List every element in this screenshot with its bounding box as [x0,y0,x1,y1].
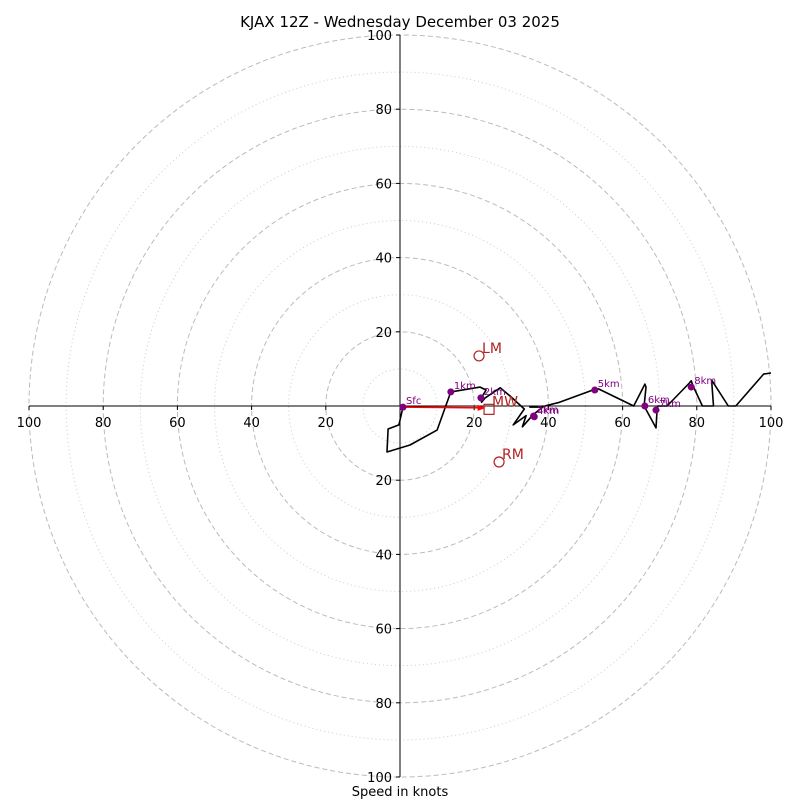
y-tick-label: 20 [375,474,392,489]
storm-label-lm: LM [482,341,502,357]
x-tick-label: 40 [243,416,260,431]
storm-motion-markers: LM RM MW [473,341,524,468]
y-tick-label: 40 [375,548,392,563]
height-marker-4km [530,413,538,421]
height-label-1km: 1km [454,381,476,392]
x-tick-label: 60 [169,416,186,431]
chart-title: KJAX 12Z - Wednesday December 03 2025 [240,13,560,31]
x-tick-label: 20 [466,416,483,431]
storm-marker-lm [473,350,485,362]
storm-label-rm: RM [502,447,524,463]
height-marker-6km [641,402,649,410]
tick-labels: 20 20 20 20 40 40 40 40 60 60 60 60 80 80 80 80 100 100 10… [17,29,784,786]
height-label-8km: 8km [694,376,716,387]
x-tick-label: 40 [540,416,557,431]
height-marker-5km [591,386,599,394]
height-label-7km: 7km [659,399,681,410]
x-tick-label: 80 [95,416,112,431]
y-tick-label: 80 [375,103,392,118]
height-marker-sfc [399,403,407,411]
x-tick-label: 80 [689,416,706,431]
height-marker-1km [447,388,455,396]
x-axis-label: Speed in knots [352,785,449,800]
y-tick-label: 100 [367,29,392,44]
storm-marker-rm [493,456,505,468]
x-tick-label: 20 [318,416,335,431]
height-label-sfc: Sfc [406,396,421,407]
shear-vector-line [402,406,482,409]
y-tick-label: 80 [375,697,392,712]
height-label-5km: 5km [598,379,620,390]
height-label-4km: 4km [537,406,559,417]
shear-vector-arrowhead [477,404,486,411]
y-tick-label: 40 [375,252,392,267]
y-tick-label: 20 [375,326,392,341]
height-marker-2km [477,394,485,402]
y-tick-label: 60 [375,623,392,638]
height-marker-7km [652,406,660,414]
y-tick-label: 60 [375,177,392,192]
height-marker-8km [687,383,695,391]
y-tick-label: 100 [367,771,392,786]
storm-marker-mw [483,403,495,415]
height-label-2km: 2km [484,387,506,398]
height-label-3km: 3km [537,405,559,416]
x-tick-label: 100 [17,416,42,431]
storm-label-mw: MW [492,394,518,410]
x-tick-label: 100 [759,416,784,431]
height-label-6km: 6km [648,395,670,406]
x-tick-label: 60 [614,416,631,431]
